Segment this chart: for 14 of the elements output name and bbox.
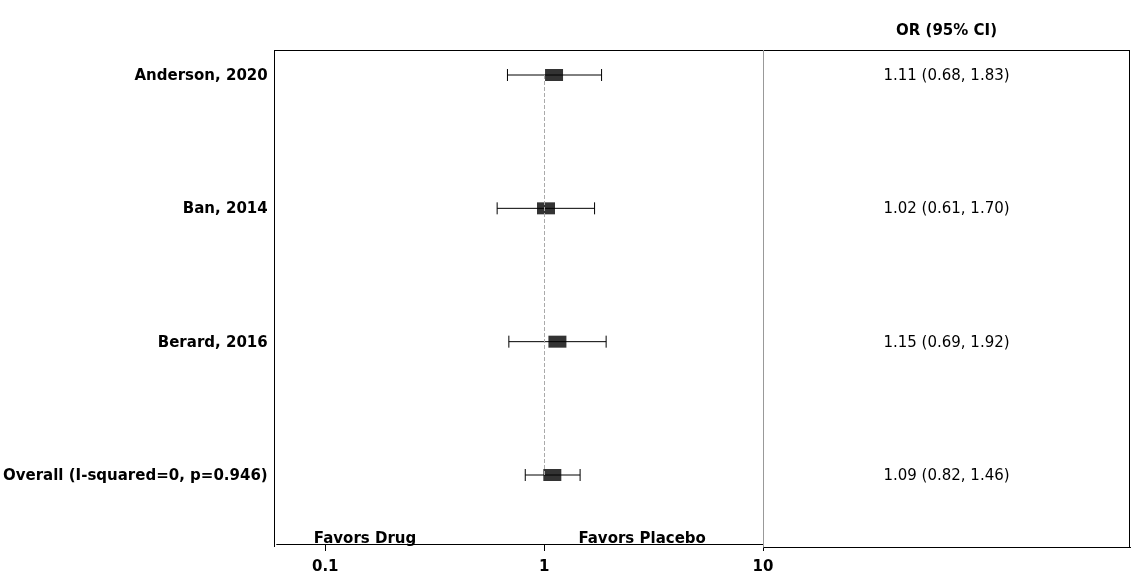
y-tick-label: Ban, 2014 <box>182 199 268 218</box>
x-tick-label: 0.1 <box>311 556 339 573</box>
x-tick-label: 1 <box>538 556 550 573</box>
x-tick-label: 10 <box>752 556 774 573</box>
data-label: 1.09 (0.82, 1.46) <box>883 466 1010 484</box>
text: OR (95% CI) <box>896 21 997 39</box>
data-label: 1.11 (0.68, 1.83) <box>883 66 1010 84</box>
annotation: Favors Drug <box>313 529 417 547</box>
y-tick-label: Anderson, 2020 <box>134 66 268 84</box>
y-tick-label: Overall (I-squared=0, p=0.946) <box>2 466 268 484</box>
data-label: 1.15 (0.69, 1.92) <box>883 332 1010 351</box>
annotation: Favors Placebo <box>578 529 706 547</box>
y-tick-label: Berard, 2016 <box>157 332 268 351</box>
data-label: 1.02 (0.61, 1.70) <box>883 199 1010 218</box>
